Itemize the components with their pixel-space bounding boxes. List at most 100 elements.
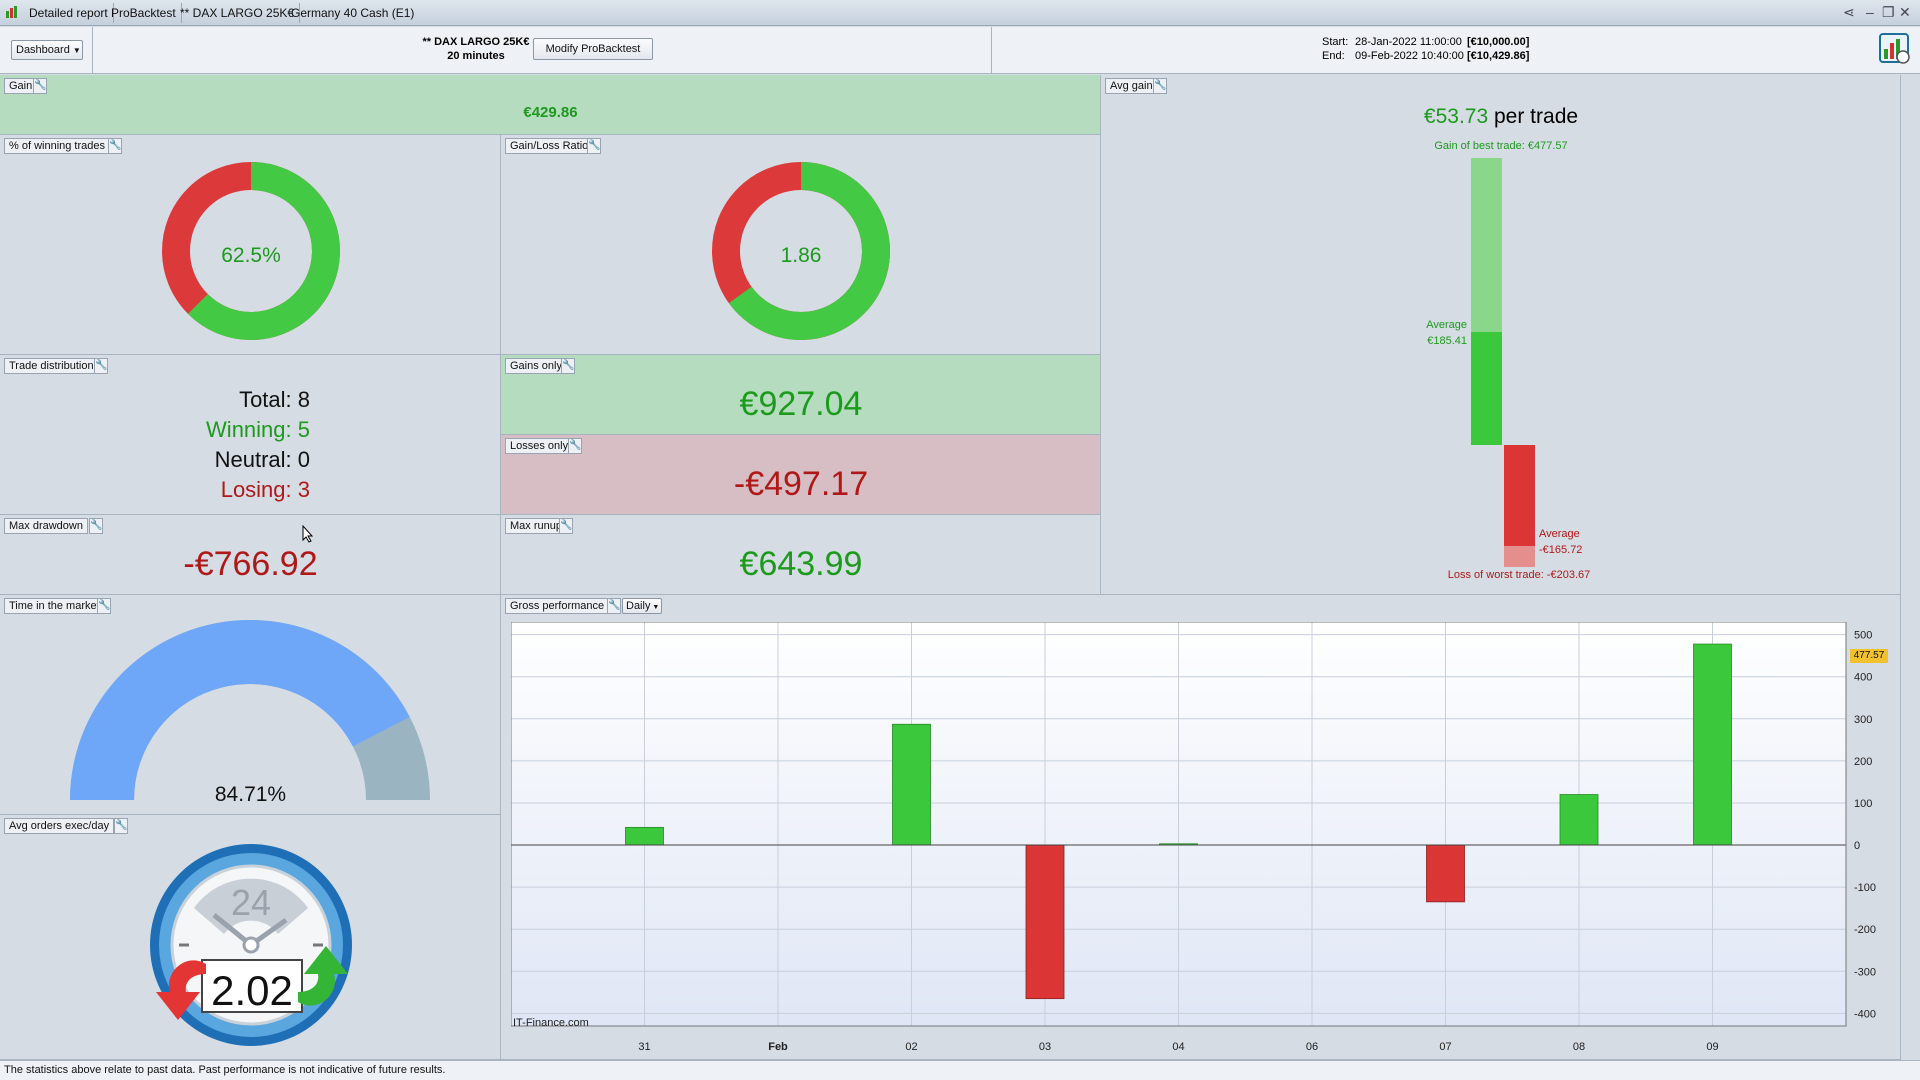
max-drawdown-value: -€766.92: [183, 545, 318, 583]
wrench-icon[interactable]: 🔧: [114, 818, 128, 834]
avg-loss-value: -€165.72: [1539, 544, 1583, 556]
close-icon[interactable]: ✕: [1899, 4, 1911, 20]
worst-trade-bar: [1504, 546, 1535, 567]
wrench-icon[interactable]: 🔧: [561, 358, 575, 374]
panel-label: Avg orders exec/day: [4, 818, 115, 834]
wrench-icon[interactable]: 🔧: [559, 518, 573, 534]
neutral-trades: Neutral: 0: [214, 447, 310, 472]
winning-trades-panel: % of winning trades 🔧 62.5%: [0, 135, 501, 355]
end-label: End:: [1322, 50, 1345, 62]
divider: [92, 27, 93, 74]
x-tick-label: 31: [638, 1041, 650, 1053]
x-tick-label: 09: [1706, 1041, 1718, 1053]
max-drawdown-panel: Max drawdown 🔧 -€766.92: [0, 515, 501, 595]
gains-only-value: €927.04: [739, 385, 863, 423]
bar: [1025, 844, 1065, 1000]
avg-orders-value: 2.02: [211, 967, 293, 1014]
winning-pct-value: 62.5%: [221, 244, 281, 267]
app-icon: [5, 5, 19, 19]
dashboard-dropdown[interactable]: Dashboard ▼: [11, 40, 83, 60]
clock-gauge-icon: [150, 844, 352, 1046]
plot-border: [511, 622, 1847, 1027]
y-tick-label: -200: [1854, 924, 1876, 936]
best-trade-label: Gain of best trade: €477.57: [1434, 140, 1568, 152]
avg-gain-panel: Avg gain 🔧 €53.73 per trade Gain of best…: [1101, 75, 1901, 595]
tab-probacktest[interactable]: ProBacktest: [106, 3, 182, 23]
modify-probacktest-button[interactable]: Modify ProBacktest: [533, 38, 653, 60]
restore-icon[interactable]: ❐: [1882, 4, 1895, 20]
gains-only-panel: Gains only 🔧 €927.04: [501, 355, 1101, 435]
panel-label: Avg gain: [1105, 78, 1158, 94]
end-capital: [€10,429.86]: [1467, 50, 1530, 62]
strategy-name: ** DAX LARGO 25K€: [422, 36, 530, 48]
share-icon[interactable]: ⋖: [1843, 4, 1855, 20]
timeframe: 20 minutes: [447, 50, 505, 62]
bar: [1559, 794, 1599, 846]
tab-detailed-report[interactable]: Detailed report: [24, 3, 114, 23]
x-tick-label: Feb: [768, 1041, 788, 1053]
disclaimer-text: The statistics above relate to past data…: [4, 1064, 446, 1076]
x-tick-label: 03: [1039, 1041, 1051, 1053]
avg-orders-panel: Avg orders exec/day 🔧 24 2.02: [0, 815, 501, 1060]
wrench-icon[interactable]: 🔧: [108, 138, 122, 154]
time-in-market-value: 84.71%: [214, 783, 287, 806]
gain-loss-ratio-panel: Gain/Loss Ratio 🔧 1.86: [501, 135, 1101, 355]
minimize-icon[interactable]: –: [1866, 4, 1874, 20]
wrench-icon[interactable]: 🔧: [607, 598, 621, 614]
panel-label: Losses only: [505, 438, 574, 454]
y-tick-label: 300: [1854, 714, 1872, 726]
divider: [991, 27, 992, 74]
panel-label: % of winning trades: [4, 138, 110, 154]
report-header: Dashboard ▼ ** DAX LARGO 25K€ 20 minutes…: [0, 27, 1920, 74]
wrench-icon[interactable]: 🔧: [587, 138, 601, 154]
end-date: 09-Feb-2022 10:40:00: [1355, 50, 1464, 62]
report-settings-icon[interactable]: [1879, 33, 1911, 65]
start-date: 28-Jan-2022 11:00:00: [1355, 36, 1462, 48]
wrench-icon[interactable]: 🔧: [568, 438, 582, 454]
y-tick-label: 100: [1854, 798, 1872, 810]
y-tick-label: 400: [1854, 672, 1872, 684]
tab-strategy[interactable]: ** DAX LARGO 25K€: [175, 3, 301, 23]
gross-performance-chart: 500 400 300 200 100 0 -100 -200 -300 -400 31 Feb 02 0…: [511, 622, 1876, 1053]
max-runup-panel: Max runup 🔧 €643.99: [501, 515, 1101, 595]
bar: [1693, 643, 1732, 846]
panel-label: Max runup: [505, 518, 567, 534]
tab-instrument[interactable]: Germany 40 Cash (E1): [291, 6, 415, 20]
ratio-value: 1.86: [780, 244, 822, 267]
avg-loss-bar: [1504, 445, 1535, 546]
bar: [892, 723, 931, 846]
gross-performance-panel: Gross performance 🔧 Daily ▼ 500 400 300 200…: [501, 595, 1901, 1060]
y-tick-label: -400: [1854, 1008, 1876, 1020]
wrench-icon[interactable]: 🔧: [89, 518, 103, 534]
panel-label: Gross performance: [505, 598, 610, 614]
title-bar: Detailed report ProBacktest ** DAX LARGO…: [0, 0, 1920, 26]
winning-trades: Winning: 5: [206, 417, 310, 442]
x-tick-label: 07: [1439, 1041, 1451, 1053]
wrench-icon[interactable]: 🔧: [1153, 78, 1167, 94]
panel-label: Gain/Loss Ratio: [505, 138, 594, 154]
gain-value: €429.86: [523, 104, 578, 121]
losing-trades: Losing: 3: [220, 477, 310, 502]
clock-dial-number: 24: [230, 882, 272, 923]
x-tick-label: 04: [1172, 1041, 1184, 1053]
time-in-market-gauge: [70, 620, 430, 801]
losses-only-panel: Losses only 🔧 -€497.17: [501, 435, 1101, 515]
max-runup-value: €643.99: [739, 545, 863, 583]
wrench-icon[interactable]: 🔧: [97, 598, 111, 614]
winning-donut: [162, 162, 340, 340]
start-label: Start:: [1322, 36, 1349, 48]
bar: [625, 826, 664, 846]
period-dropdown[interactable]: Daily ▼: [622, 598, 662, 614]
avg-gain-headline: €53.73 per trade: [1423, 105, 1579, 128]
status-bar: The statistics above relate to past data…: [0, 1060, 1920, 1080]
start-capital: [€10,000.00]: [1467, 36, 1530, 48]
wrench-icon[interactable]: 🔧: [94, 358, 108, 374]
time-in-market-panel: Time in the market 🔧 84.71%: [0, 595, 501, 815]
gain-panel: Gain 🔧 €429.86: [0, 75, 1101, 135]
panel-label: Max drawdown: [4, 518, 88, 534]
panel-label: Time in the market: [4, 598, 105, 614]
wrench-icon[interactable]: 🔧: [33, 78, 47, 94]
losses-only-value: -€497.17: [733, 465, 869, 503]
x-tick-label: 06: [1306, 1041, 1318, 1053]
chevron-down-icon: ▼: [650, 604, 660, 611]
